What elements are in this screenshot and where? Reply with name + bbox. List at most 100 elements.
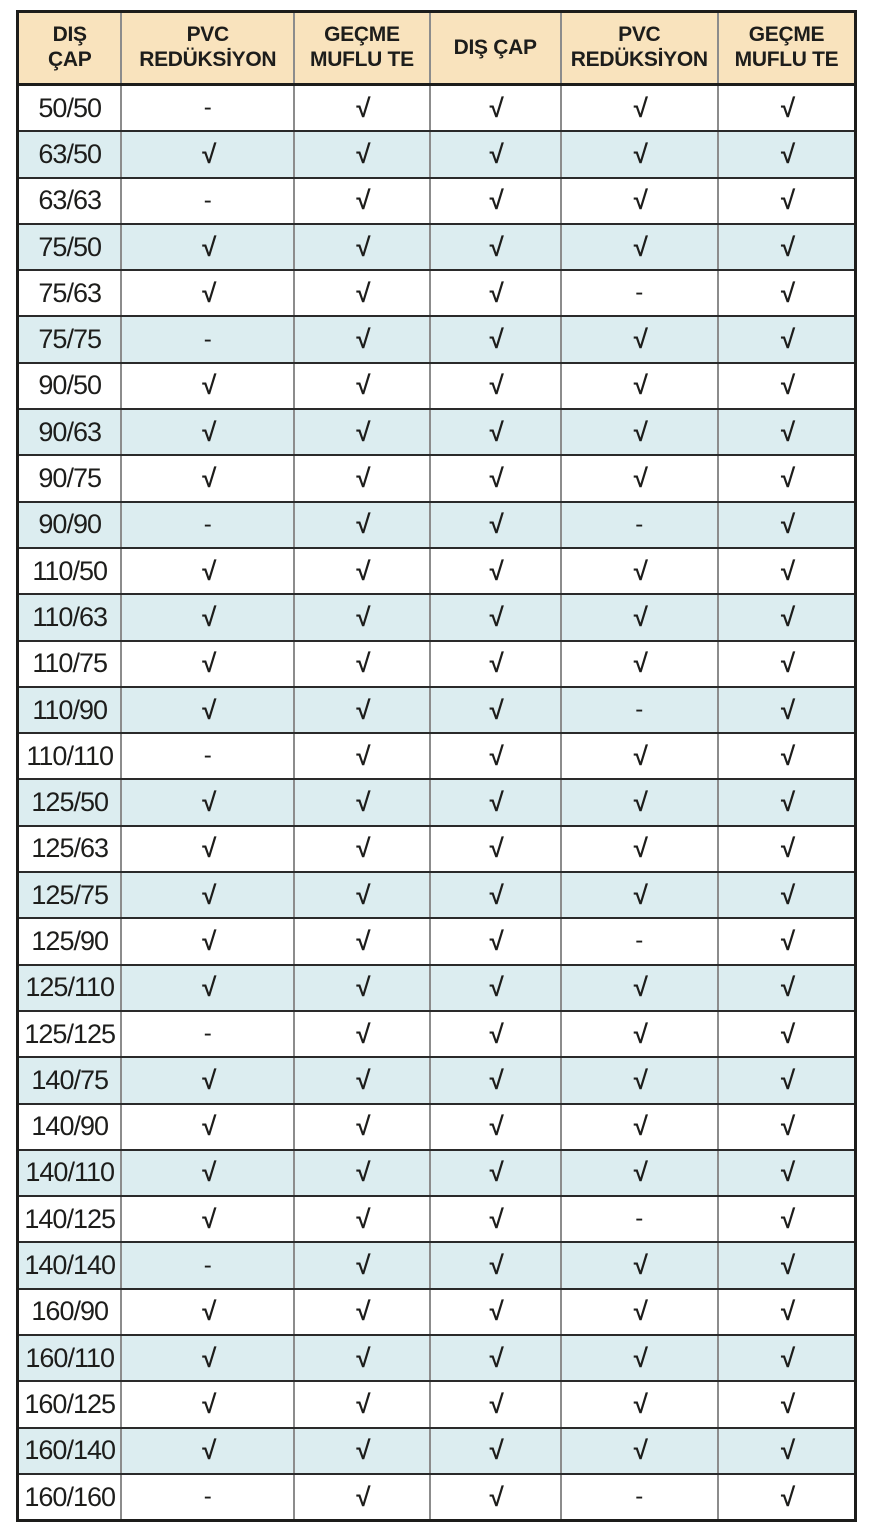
check-mark: √	[293, 454, 431, 503]
check-mark: √	[293, 176, 431, 225]
check-mark: √	[293, 1472, 431, 1522]
check-mark: √	[717, 361, 857, 411]
check-mark: √	[559, 871, 720, 920]
header-row: DIŞ ÇAP PVC REDÜKSİYON GEÇME MUFLU TE DI…	[16, 10, 857, 86]
check-mark: √	[428, 269, 562, 318]
check-mark: √	[559, 222, 720, 272]
pipe-size-value: 125/75	[16, 871, 123, 920]
check-mark: √	[293, 1056, 431, 1105]
check-mark: √	[120, 917, 296, 966]
table-row: 110/63 √ √ √ √ √	[16, 593, 857, 642]
dash-mark: -	[120, 1241, 296, 1290]
check-mark: √	[120, 593, 296, 642]
pipe-size-value: 63/63	[16, 176, 123, 225]
check-mark: √	[293, 639, 431, 688]
pipe-size-value: 125/90	[16, 917, 123, 966]
header-pvc-reduksiyon-right: PVC REDÜKSİYON	[559, 10, 720, 86]
check-mark: √	[717, 1426, 857, 1475]
check-mark: √	[717, 269, 857, 318]
check-mark: √	[428, 1102, 562, 1151]
check-mark: √	[717, 1287, 857, 1337]
check-mark: √	[717, 732, 857, 781]
table-row: 125/110 √ √ √ √ √	[16, 963, 857, 1012]
fittings-compatibility-table: DIŞ ÇAP PVC REDÜKSİYON GEÇME MUFLU TE DI…	[16, 10, 857, 1523]
check-mark: √	[717, 963, 857, 1012]
check-mark: √	[293, 1009, 431, 1059]
check-mark: √	[428, 593, 562, 642]
pipe-size-value: 125/110	[16, 963, 123, 1012]
table-row: 75/63 √ √ √ - √	[16, 269, 857, 318]
check-mark: √	[293, 1148, 431, 1198]
check-mark: √	[293, 824, 431, 874]
check-mark: √	[717, 500, 857, 549]
check-mark: √	[717, 824, 857, 874]
pipe-size-value: 125/125	[16, 1009, 123, 1059]
check-mark: √	[120, 1102, 296, 1151]
pipe-size-value: 110/50	[16, 546, 123, 596]
check-mark: √	[120, 871, 296, 920]
check-mark: √	[717, 83, 857, 133]
check-mark: √	[293, 1195, 431, 1244]
pipe-size-value: 110/90	[16, 685, 123, 735]
pipe-size-value: 90/63	[16, 408, 123, 457]
pipe-size-value: 50/50	[16, 83, 123, 133]
check-mark: √	[120, 454, 296, 503]
check-mark: √	[559, 1102, 720, 1151]
check-mark: √	[428, 1334, 562, 1383]
check-mark: √	[293, 546, 431, 596]
check-mark: √	[559, 1056, 720, 1105]
check-mark: √	[717, 454, 857, 503]
dash-mark: -	[559, 917, 720, 966]
check-mark: √	[717, 1195, 857, 1244]
check-mark: √	[559, 593, 720, 642]
table-row: 90/90- √ √ - √	[16, 500, 857, 549]
check-mark: √	[120, 408, 296, 457]
pipe-size-value: 90/90	[16, 500, 123, 549]
check-mark: √	[293, 361, 431, 411]
check-mark: √	[428, 639, 562, 688]
pipe-size-value: 140/125	[16, 1195, 123, 1244]
check-mark: √	[717, 408, 857, 457]
check-mark: √	[293, 1241, 431, 1290]
check-mark: √	[559, 732, 720, 781]
pipe-size-value: 90/75	[16, 454, 123, 503]
check-mark: √	[293, 269, 431, 318]
table-row: 90/50 √ √ √ √ √	[16, 361, 857, 411]
check-mark: √	[717, 222, 857, 272]
table-row: 125/50 √ √ √ √ √	[16, 778, 857, 827]
table-row: 50/50- √ √ √ √	[16, 83, 857, 133]
check-mark: √	[428, 963, 562, 1012]
check-mark: √	[293, 500, 431, 549]
check-mark: √	[559, 639, 720, 688]
table-row: 140/140- √ √ √ √	[16, 1241, 857, 1290]
dash-mark: -	[120, 1009, 296, 1059]
check-mark: √	[717, 546, 857, 596]
header-pvc-reduksiyon-left: PVC REDÜKSİYON	[120, 10, 296, 86]
check-mark: √	[120, 1334, 296, 1383]
table-row: 140/125 √ √ √ - √	[16, 1195, 857, 1244]
header-gecme-muflu-te-left: GEÇME MUFLU TE	[293, 10, 431, 86]
check-mark: √	[428, 1426, 562, 1475]
pipe-size-value: 140/90	[16, 1102, 123, 1151]
check-mark: √	[120, 222, 296, 272]
header-gecme-muflu-te-right: GEÇME MUFLU TE	[717, 10, 857, 86]
pipe-size-value: 160/125	[16, 1380, 123, 1429]
check-mark: √	[717, 1056, 857, 1105]
check-mark: √	[293, 1102, 431, 1151]
check-mark: √	[120, 1287, 296, 1337]
pipe-size-value: 75/75	[16, 315, 123, 364]
check-mark: √	[293, 1426, 431, 1475]
table-row: 75/75- √ √ √ √	[16, 315, 857, 364]
pipe-size-value: 90/50	[16, 361, 123, 411]
check-mark: √	[717, 130, 857, 179]
check-mark: √	[428, 778, 562, 827]
pipe-size-value: 140/110	[16, 1148, 123, 1198]
check-mark: √	[428, 1009, 562, 1059]
dash-mark: -	[559, 685, 720, 735]
check-mark: √	[559, 83, 720, 133]
table-row: 125/63 √ √ √ √ √	[16, 824, 857, 874]
table-row: 110/75 √ √ √ √ √	[16, 639, 857, 688]
check-mark: √	[293, 917, 431, 966]
check-mark: √	[717, 315, 857, 364]
check-mark: √	[293, 593, 431, 642]
